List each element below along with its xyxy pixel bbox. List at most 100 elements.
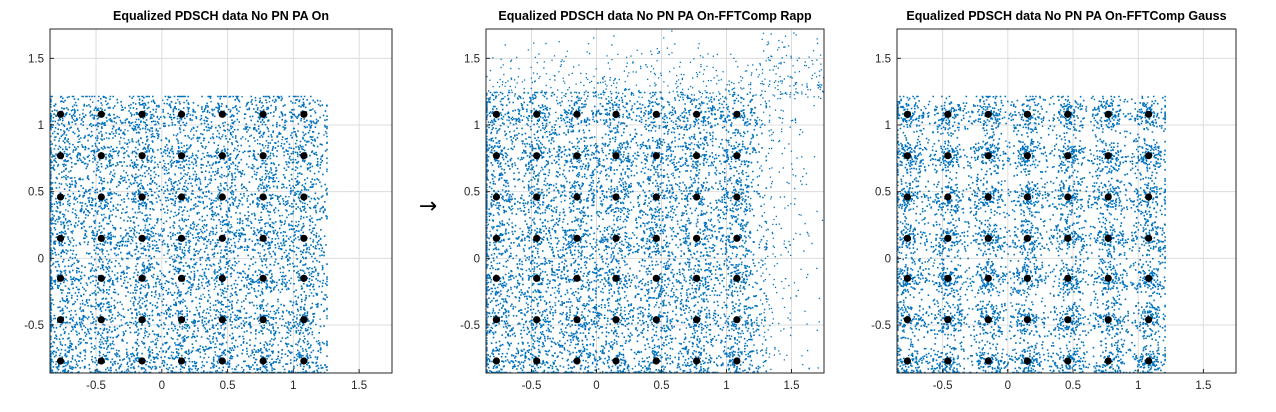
reference-point xyxy=(903,274,912,282)
reference-point xyxy=(97,274,105,282)
reference-point xyxy=(733,274,741,282)
reference-point xyxy=(652,316,660,324)
reference-point xyxy=(1104,274,1112,282)
y-tick-label: 0.5 xyxy=(28,187,44,199)
reference-point xyxy=(652,110,660,118)
reference-point xyxy=(533,357,541,365)
reference-point xyxy=(56,316,65,324)
axes-box xyxy=(49,28,393,374)
reference-point xyxy=(97,193,105,201)
reference-point xyxy=(573,234,581,242)
chart-title: Equalized PDSCH data No PN PA On-FFTComp… xyxy=(498,9,812,23)
reference-points xyxy=(903,110,1153,365)
y-tick-label: -0.5 xyxy=(460,320,480,332)
reference-point xyxy=(903,357,912,365)
x-tick-label: 0 xyxy=(593,380,599,392)
reference-point xyxy=(138,193,146,201)
x-tick-label: 1.5 xyxy=(1195,380,1211,392)
reference-point xyxy=(1064,152,1072,160)
x-tick-label: 0.5 xyxy=(220,380,236,392)
y-tick-label: -0.5 xyxy=(24,320,44,332)
reference-point xyxy=(533,152,541,160)
reference-point xyxy=(56,110,65,118)
reference-point xyxy=(984,274,992,282)
reference-point xyxy=(300,152,308,160)
reference-point xyxy=(733,316,741,324)
reference-point xyxy=(533,274,541,282)
sample-points xyxy=(486,30,824,373)
y-tick-label: 0 xyxy=(38,253,44,265)
x-tick-label: 1 xyxy=(723,380,729,392)
reference-point xyxy=(984,152,992,160)
reference-point xyxy=(56,193,65,201)
reference-point xyxy=(300,193,308,201)
y-tick-label: 1.5 xyxy=(28,53,44,65)
reference-point xyxy=(733,357,741,365)
reference-point xyxy=(218,193,226,201)
y-tick-label: 1 xyxy=(885,120,891,132)
sample-cloud xyxy=(897,95,1166,373)
reference-point xyxy=(573,274,581,282)
reference-point xyxy=(97,152,105,160)
reference-point xyxy=(97,110,105,118)
reference-point xyxy=(218,234,226,242)
reference-point xyxy=(903,234,912,242)
reference-point xyxy=(218,110,226,118)
reference-point xyxy=(1023,357,1031,365)
reference-point xyxy=(984,316,992,324)
reference-point xyxy=(984,193,992,201)
chart-title: Equalized PDSCH data No PN PA On xyxy=(113,9,329,23)
x-tick-label: 0.5 xyxy=(1065,380,1081,392)
reference-point xyxy=(259,152,267,160)
reference-point xyxy=(138,357,146,365)
reference-point xyxy=(573,152,581,160)
reference-point xyxy=(259,357,267,365)
reference-point xyxy=(218,316,226,324)
y-tick-label: 1 xyxy=(474,120,480,132)
reference-point xyxy=(693,234,701,242)
x-tick-label: 0 xyxy=(159,380,165,392)
reference-point xyxy=(984,110,992,118)
reference-point xyxy=(573,110,581,118)
reference-point xyxy=(177,316,186,324)
reference-point xyxy=(1104,316,1112,324)
chart-panel-2: -0.5 0 0.5 1 1.5 -0.5 0 0.5 1 1.5 Equalized PDSCH … xyxy=(460,9,825,392)
reference-point xyxy=(612,234,620,242)
x-tick-label: 1 xyxy=(1135,380,1141,392)
reference-point xyxy=(1145,193,1153,201)
reference-point xyxy=(612,110,620,118)
reference-point xyxy=(612,357,620,365)
reference-point xyxy=(138,316,146,324)
reference-point xyxy=(1023,274,1031,282)
reference-point xyxy=(612,193,620,201)
reference-point xyxy=(492,234,500,242)
y-tick-label: -0.5 xyxy=(871,320,891,332)
axes-box xyxy=(485,28,825,374)
reference-point xyxy=(984,234,992,242)
reference-point xyxy=(944,357,952,365)
reference-point xyxy=(1104,193,1112,201)
chart-title: Equalized PDSCH data No PN PA On-FFTComp… xyxy=(906,9,1226,23)
reference-point xyxy=(733,234,741,242)
reference-point xyxy=(1023,152,1031,160)
chart-panel-3: -0.5 0 0.5 1 1.5 -0.5 0 0.5 1 1.5 Equalized PDSCH … xyxy=(871,9,1237,392)
reference-point xyxy=(1104,234,1112,242)
reference-point xyxy=(533,234,541,242)
reference-point xyxy=(177,274,186,282)
reference-point xyxy=(1145,234,1153,242)
reference-point xyxy=(573,357,581,365)
sample-cloud xyxy=(486,30,824,373)
y-tick-label: 0.5 xyxy=(875,187,891,199)
sample-points xyxy=(897,95,1166,373)
reference-point xyxy=(1064,234,1072,242)
reference-point xyxy=(218,274,226,282)
reference-point xyxy=(97,234,105,242)
reference-point xyxy=(693,152,701,160)
reference-point xyxy=(733,110,741,118)
axes-box xyxy=(896,28,1237,374)
reference-point xyxy=(533,316,541,324)
reference-point xyxy=(733,152,741,160)
sample-cloud xyxy=(50,95,328,373)
reference-point xyxy=(177,234,186,242)
